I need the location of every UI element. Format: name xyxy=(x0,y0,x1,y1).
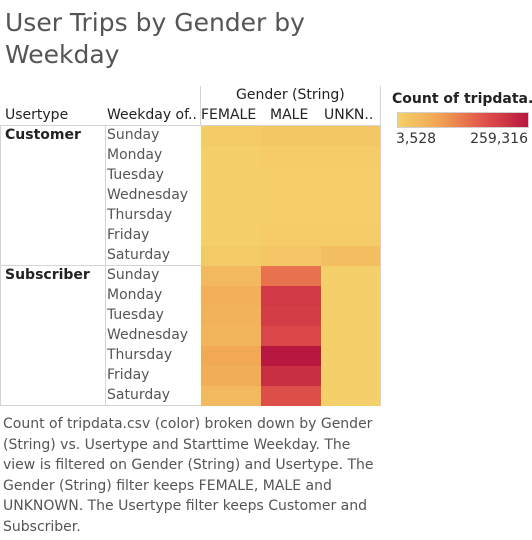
header-divider-horizontal xyxy=(0,125,380,126)
row-label-customer-saturday[interactable]: Saturday xyxy=(107,247,171,263)
group-label-customer[interactable]: Customer xyxy=(5,127,81,143)
heatmap-cell-subscriber-monday-female[interactable] xyxy=(201,286,261,306)
heatmap-cell-customer-friday-female[interactable] xyxy=(201,226,261,246)
chart-title: User Trips by Gender by Weekday xyxy=(5,8,305,69)
heatmap-cell-customer-friday-male[interactable] xyxy=(261,226,321,246)
row-label-customer-friday[interactable]: Friday xyxy=(107,227,150,243)
chart-caption: Count of tripdata.csv (color) broken dow… xyxy=(3,416,374,535)
legend-min-label: 3,528 xyxy=(396,131,437,147)
heatmap-cell-customer-tuesday-female[interactable] xyxy=(201,166,261,186)
heatmap-cell-customer-thursday-unknown[interactable] xyxy=(321,206,380,226)
row-label-customer-thursday[interactable]: Thursday xyxy=(107,207,173,223)
usertype-header[interactable]: Usertype xyxy=(5,107,69,123)
row-label-subscriber-monday[interactable]: Monday xyxy=(107,287,163,303)
heatmap-cell-customer-wednesday-unknown[interactable] xyxy=(321,186,380,206)
heatmap-cell-subscriber-friday-unknown[interactable] xyxy=(321,366,380,386)
row-label-customer-wednesday[interactable]: Wednesday xyxy=(107,187,189,203)
heatmap-cell-customer-wednesday-female[interactable] xyxy=(201,186,261,206)
heatmap-cell-subscriber-tuesday-unknown[interactable] xyxy=(321,306,380,326)
column-group-header[interactable]: Gender (String) xyxy=(236,87,345,103)
column-header-unknown[interactable]: UNKN.. xyxy=(324,107,374,123)
heatmap-cell-subscriber-friday-female[interactable] xyxy=(201,366,261,386)
heatmap-cell-subscriber-thursday-unknown[interactable] xyxy=(321,346,380,366)
row-label-customer-sunday[interactable]: Sunday xyxy=(107,127,160,143)
row-label-subscriber-wednesday[interactable]: Wednesday xyxy=(107,327,189,343)
heatmap-cell-subscriber-wednesday-unknown[interactable] xyxy=(321,326,380,346)
heatmap-cell-customer-monday-female[interactable] xyxy=(201,146,261,166)
heatmap-cell-customer-wednesday-male[interactable] xyxy=(261,186,321,206)
heatmap-cell-customer-tuesday-male[interactable] xyxy=(261,166,321,186)
heatmap-cell-subscriber-saturday-unknown[interactable] xyxy=(321,386,380,406)
legend-color-ramp xyxy=(397,112,529,128)
table-right-border xyxy=(380,86,381,406)
group-label-subscriber[interactable]: Subscriber xyxy=(5,267,90,283)
heatmap-cell-customer-sunday-unknown[interactable] xyxy=(321,126,380,146)
heatmap-cell-customer-tuesday-unknown[interactable] xyxy=(321,166,380,186)
legend-title[interactable]: Count of tripdata... xyxy=(392,91,532,107)
heatmap-cell-customer-thursday-male[interactable] xyxy=(261,206,321,226)
group-divider xyxy=(0,265,380,266)
heatmap-cell-subscriber-monday-unknown[interactable] xyxy=(321,286,380,306)
heatmap-cell-customer-thursday-female[interactable] xyxy=(201,206,261,226)
row-label-customer-monday[interactable]: Monday xyxy=(107,147,163,163)
heatmap-cell-customer-monday-unknown[interactable] xyxy=(321,146,380,166)
row-label-customer-tuesday[interactable]: Tuesday xyxy=(107,167,164,183)
heatmap-cell-customer-saturday-unknown[interactable] xyxy=(321,246,380,266)
row-label-subscriber-friday[interactable]: Friday xyxy=(107,367,150,383)
column-header-female[interactable]: FEMALE xyxy=(201,107,257,123)
heatmap-cell-customer-friday-unknown[interactable] xyxy=(321,226,380,246)
legend-max-label: 259,316 xyxy=(470,131,528,147)
row-label-subscriber-tuesday[interactable]: Tuesday xyxy=(107,307,164,323)
heatmap-cell-subscriber-thursday-female[interactable] xyxy=(201,346,261,366)
heatmap-cell-subscriber-wednesday-female[interactable] xyxy=(201,326,261,346)
heatmap-cell-customer-saturday-male[interactable] xyxy=(261,246,321,266)
heatmap-cell-subscriber-saturday-male[interactable] xyxy=(261,386,321,406)
heatmap-cell-subscriber-monday-male[interactable] xyxy=(261,286,321,306)
table-left-border xyxy=(0,125,1,405)
heatmap-cell-subscriber-tuesday-female[interactable] xyxy=(201,306,261,326)
column-header-male[interactable]: MALE xyxy=(270,107,309,123)
row-header-divider xyxy=(105,125,106,405)
heatmap-cell-subscriber-saturday-female[interactable] xyxy=(201,386,261,406)
heatmap-cell-customer-sunday-male[interactable] xyxy=(261,126,321,146)
heatmap-cell-subscriber-sunday-male[interactable] xyxy=(261,266,321,286)
row-label-subscriber-sunday[interactable]: Sunday xyxy=(107,267,160,283)
weekday-header[interactable]: Weekday of.. xyxy=(107,107,197,123)
heatmap-cell-subscriber-sunday-unknown[interactable] xyxy=(321,266,380,286)
heatmap-cell-customer-sunday-female[interactable] xyxy=(201,126,261,146)
row-label-subscriber-thursday[interactable]: Thursday xyxy=(107,347,173,363)
heatmap-cell-subscriber-sunday-female[interactable] xyxy=(201,266,261,286)
heatmap-cell-customer-saturday-female[interactable] xyxy=(201,246,261,266)
header-divider-vertical xyxy=(200,86,201,126)
heatmap-cell-customer-monday-male[interactable] xyxy=(261,146,321,166)
heatmap-cell-subscriber-thursday-male[interactable] xyxy=(261,346,321,366)
row-label-subscriber-saturday[interactable]: Saturday xyxy=(107,387,171,403)
table-bottom-border xyxy=(0,405,380,406)
heatmap-cell-subscriber-wednesday-male[interactable] xyxy=(261,326,321,346)
heatmap-cell-subscriber-tuesday-male[interactable] xyxy=(261,306,321,326)
heatmap-cell-subscriber-friday-male[interactable] xyxy=(261,366,321,386)
